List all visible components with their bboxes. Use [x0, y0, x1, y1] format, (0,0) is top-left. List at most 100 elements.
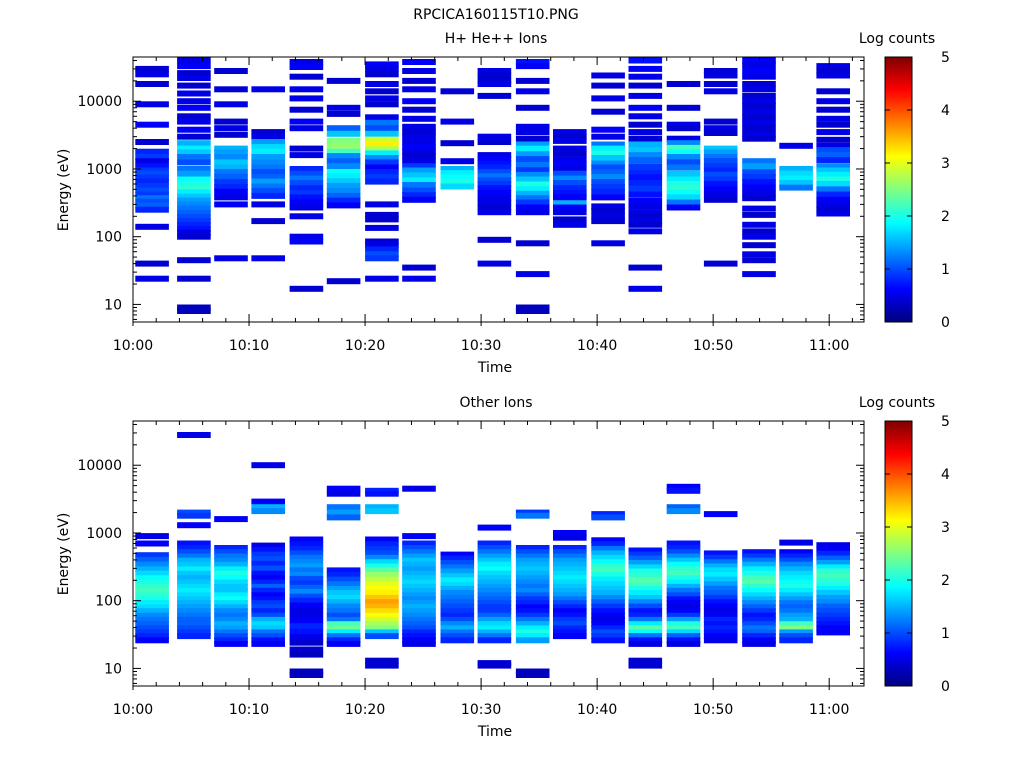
spectrogram-cell: [402, 77, 436, 84]
spectrogram-cell: [742, 163, 776, 170]
spectrogram-cell: [365, 238, 399, 245]
spectrogram-cell: [666, 144, 701, 151]
spectrogram-cell: [135, 187, 169, 194]
spectrogram-cell: [402, 485, 436, 492]
spectrogram-cell: [477, 633, 512, 640]
spectrogram-cell: [402, 264, 436, 271]
spectrogram-cell: [326, 637, 361, 644]
spectrogram-cell: [402, 640, 436, 647]
spectrogram-cell: [289, 571, 324, 578]
spectrogram-cell: [553, 592, 587, 599]
spectrogram-cell: [177, 553, 211, 560]
x-tick-label: 10:30: [461, 702, 501, 718]
spectrogram-cell: [742, 119, 776, 126]
spectrogram-cell: [214, 68, 248, 74]
spectrogram-cell: [742, 125, 776, 132]
spectrogram-cell: [477, 195, 512, 202]
spectrogram-cell: [440, 590, 475, 596]
spectrogram-cell: [214, 159, 248, 166]
spectrogram-cell: [365, 65, 399, 72]
spectrogram-cell: [177, 90, 211, 97]
spectrogram-cell: [440, 608, 475, 615]
x-tick-label: 10:20: [345, 338, 385, 354]
spectrogram-cell: [365, 216, 399, 223]
spectrogram-cell: [553, 190, 587, 197]
spectrogram-cell: [666, 612, 701, 619]
spectrogram-cell: [779, 604, 813, 611]
spectrogram-cell: [402, 144, 436, 151]
spectrogram-cell: [135, 206, 169, 213]
spectrogram-cell: [816, 608, 850, 615]
spectrogram-cell: [326, 581, 361, 588]
spectrogram-cell: [515, 304, 550, 311]
spectrogram-cell: [628, 590, 663, 596]
spectrogram-cell: [742, 195, 776, 202]
spectrogram-cell: [440, 585, 475, 592]
spectrogram-cell: [402, 115, 436, 122]
colorbar-tick-label: 0: [941, 679, 950, 695]
spectrogram-cell: [477, 133, 512, 140]
spectrogram-cell: [177, 214, 211, 220]
spectrogram-cell: [666, 608, 701, 615]
spectrogram-cell: [289, 550, 324, 557]
spectrogram-cell: [591, 603, 625, 610]
spectrogram-cell: [177, 154, 211, 160]
spectrogram-cell: [477, 173, 512, 180]
spectrogram-cell: [251, 183, 285, 190]
spectrogram-cell: [816, 577, 850, 584]
spectrogram-cell: [628, 551, 663, 558]
spectrogram-cell: [553, 625, 587, 632]
spectrogram-cell: [177, 181, 211, 187]
spectrogram-cell: [591, 585, 625, 592]
spectrogram-cell: [591, 169, 625, 176]
y-tick-label: 10: [104, 297, 122, 313]
spectrogram-cell: [628, 599, 663, 606]
spectrogram-cell: [177, 308, 211, 314]
spectrogram-cell: [742, 108, 776, 115]
spectrogram-cell: [326, 633, 361, 640]
spectrogram-cell: [326, 514, 361, 521]
spectrogram-cell: [628, 640, 663, 647]
spectrogram-cell: [365, 178, 399, 185]
x-axis-label: Time: [477, 724, 512, 740]
spectrogram-cell: [135, 533, 169, 540]
spectrogram-cell: [251, 508, 285, 515]
spectrogram-cell: [365, 616, 399, 623]
spectrogram-cell: [135, 608, 169, 615]
spectrogram-cell: [177, 575, 211, 582]
spectrogram-cell: [742, 81, 776, 87]
spectrogram-cell: [703, 599, 738, 606]
spectrogram-cell: [477, 566, 512, 573]
spectrogram-cell: [515, 621, 550, 628]
spectrogram-cell: [177, 540, 211, 547]
spectrogram-cell: [553, 185, 587, 192]
spectrogram-cell: [666, 616, 701, 623]
spectrogram-cell: [477, 587, 512, 594]
spectrogram-cell: [251, 596, 285, 603]
spectrogram-cell: [135, 158, 169, 165]
spectrogram-cell: [289, 185, 324, 192]
spectrogram-cell: [177, 176, 211, 183]
spectrogram-cell: [703, 616, 738, 623]
spectrogram-cell: [214, 549, 248, 556]
panel-title: Other Ions: [459, 395, 532, 411]
spectrogram-cell: [289, 575, 324, 582]
y-tick-label: 1000: [86, 526, 122, 542]
spectrogram-cell: [365, 155, 399, 161]
spectrogram-cell: [477, 545, 512, 551]
spectrogram-cell: [214, 633, 248, 640]
spectrogram-cell: [326, 509, 361, 516]
colorbar-tick-label: 0: [941, 315, 950, 331]
spectrogram-cell: [628, 582, 663, 589]
spectrogram-cell: [628, 147, 663, 154]
spectrogram-cell: [742, 570, 776, 577]
spectrogram-cell: [477, 592, 512, 599]
spectrogram-cell: [703, 145, 738, 152]
spectrogram-cell: [135, 178, 169, 185]
spectrogram-cell: [289, 623, 324, 630]
spectrogram-cell: [703, 260, 738, 267]
spectrogram-cell: [135, 566, 169, 573]
spectrogram-cell: [816, 152, 850, 159]
spectrogram-cell: [135, 633, 169, 640]
spectrogram-cell: [515, 176, 550, 183]
